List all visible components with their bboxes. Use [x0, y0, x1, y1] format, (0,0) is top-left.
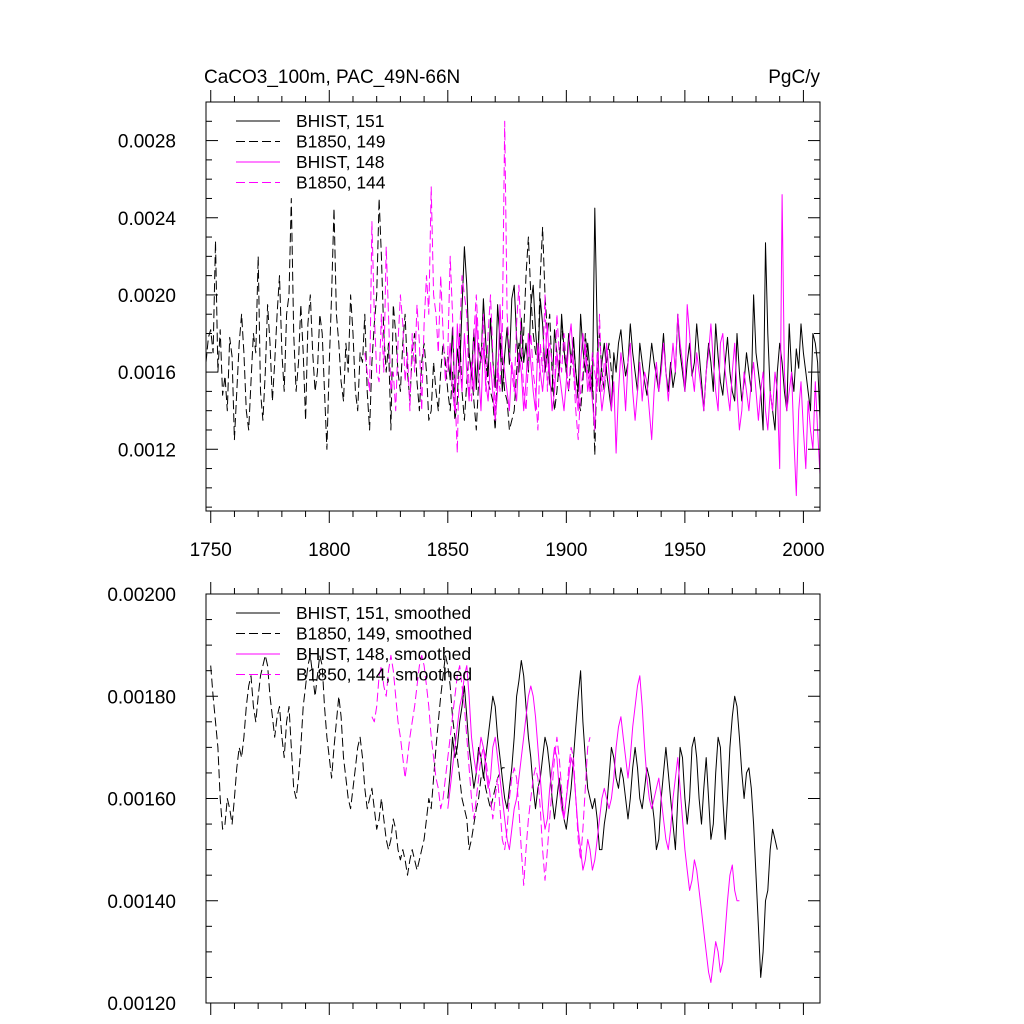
top-series-line-1	[206, 198, 615, 456]
top-legend-label-0: BHIST, 151	[296, 111, 385, 131]
top-legend-label-1: B1850, 149	[296, 132, 386, 152]
bottom-legend-label-2: BHIST, 148, smoothed	[296, 644, 471, 664]
bottom-legend-label-3: B1850, 144, smoothed	[296, 665, 472, 685]
top-legend-label-2: BHIST, 148	[296, 152, 385, 172]
top-x-tick-label: 1900	[545, 540, 587, 561]
bottom-series-line-1	[210, 654, 505, 876]
top-series-line-2	[447, 194, 820, 497]
bottom-y-tick-label: 0.00200	[107, 585, 176, 606]
bottom-series-line-0	[447, 660, 778, 978]
top-chart-title: CaCO3_100m, PAC_49N-66N	[204, 67, 460, 88]
top-series-line-0	[447, 207, 820, 431]
top-x-tick-label: 1850	[427, 540, 469, 561]
bottom-legend-label-0: BHIST, 151, smoothed	[296, 603, 471, 623]
bottom-series-line-3	[371, 654, 591, 886]
bottom-series-group	[210, 654, 778, 983]
top-x-tick-label: 1800	[308, 540, 350, 561]
top-x-tick-label: 1750	[190, 540, 232, 561]
bottom-y-tick-label: 0.00140	[107, 892, 176, 913]
top-y-tick-label: 0.0024	[118, 209, 177, 230]
bottom-panel: 0.00120 0.00140 0.00160 0.00180 0.00200 BHIS…	[107, 582, 821, 1015]
top-y-tick-label: 0.0028	[118, 132, 176, 153]
top-y-tick-label: 0.0012	[118, 440, 176, 461]
top-y-tick-label: 0.0020	[118, 286, 176, 307]
bottom-legend-label-1: B1850, 149, smoothed	[296, 624, 472, 644]
top-axes: 1750 1800 1850 1900 1950 2000 0.0012 0.0016 0.00…	[118, 90, 825, 561]
top-x-tick-label: 1950	[664, 540, 706, 561]
bottom-y-tick-label: 0.00180	[107, 687, 176, 708]
top-x-tick-label: 2000	[782, 540, 824, 561]
bottom-y-tick-label: 0.00120	[107, 994, 176, 1015]
top-legend-label-3: B1850, 144	[296, 173, 386, 193]
top-series-group	[206, 120, 820, 497]
top-series-line-3	[364, 120, 605, 454]
top-y-tick-label: 0.0016	[118, 363, 176, 384]
bottom-axes: 0.00120 0.00140 0.00160 0.00180 0.00200	[107, 582, 821, 1015]
bottom-y-tick-label: 0.00160	[107, 790, 176, 811]
top-plot-frame	[205, 101, 821, 512]
bottom-series-line-2	[447, 665, 740, 983]
top-panel: CaCO3_100m, PAC_49N-66N PgC/y 1750 1800 18…	[118, 67, 825, 561]
top-chart-units: PgC/y	[768, 67, 820, 88]
